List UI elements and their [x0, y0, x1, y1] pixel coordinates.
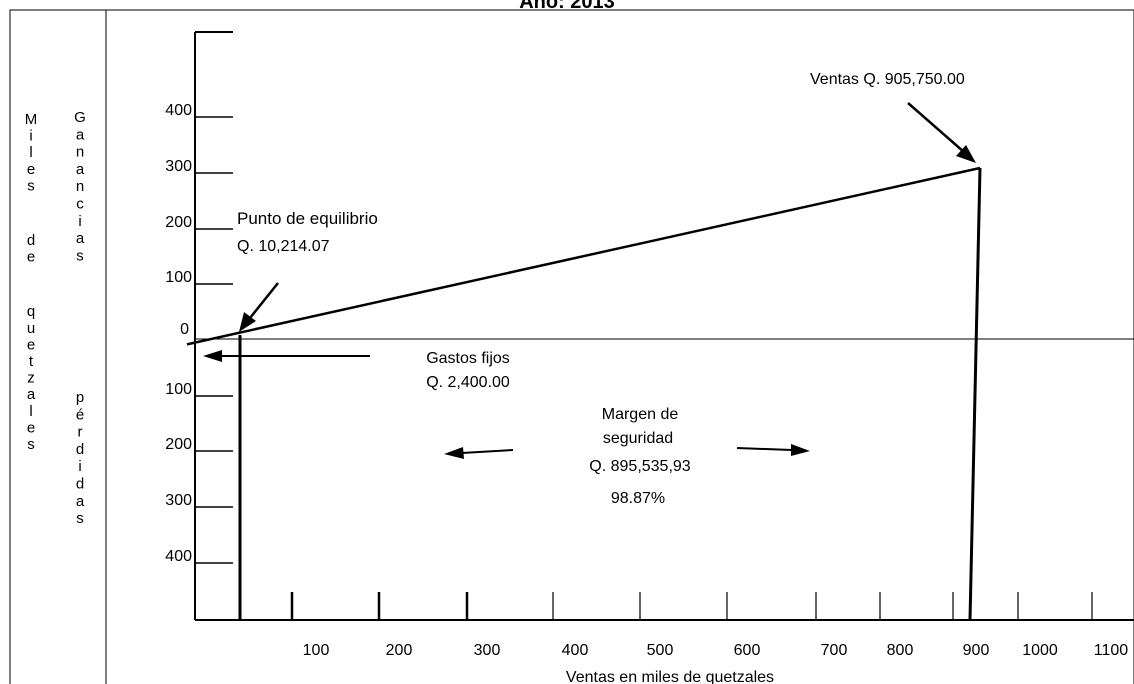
y-axis-label-left-letter: l — [29, 403, 32, 420]
x-tick-label: 1100 — [1094, 642, 1129, 659]
x-tick-label: 700 — [821, 642, 848, 659]
y-axis-label-upper-letter: s — [76, 247, 84, 264]
y-axis-label-left-letter: i — [29, 128, 32, 145]
fixed-costs-value: Q. 2,400.00 — [426, 374, 510, 391]
fixed-costs-arrow — [203, 350, 370, 362]
y-axis-label-upper-letter: a — [76, 230, 85, 247]
y-axis-label-left-letter: e — [27, 336, 35, 353]
break-even-arrow — [239, 282, 279, 332]
y-axis-label-upper-letter: n — [76, 178, 84, 195]
y-tick-label: 400 — [165, 102, 192, 119]
x-tick-label: 300 — [474, 642, 501, 659]
y-tick-label: 400 — [165, 548, 192, 565]
sales-label: Ventas Q. 905,750.00 — [810, 71, 965, 88]
y-axis-label-upper-letter: c — [76, 196, 84, 213]
y-axis-label-lower-letter: s — [76, 510, 84, 527]
y-axis-label-upper-letter: G — [74, 109, 86, 126]
y-axis-label-left-letter: M — [25, 111, 38, 128]
sales-vertical — [968, 167, 982, 621]
x-tick-label: 600 — [734, 642, 761, 659]
y-axis-label-left-letter: e — [27, 419, 35, 436]
safety-margin-line1: Margen de — [602, 406, 679, 423]
x-ticks: 100 200 300 400 500 600 700 800 900 1000 1100 — [290, 592, 1129, 659]
break-even-label: Punto de equilibrio — [237, 209, 378, 228]
x-tick-label: 500 — [647, 642, 674, 659]
y-axis-label-upper-letter: a — [76, 161, 85, 178]
x-tick-label: 200 — [386, 642, 413, 659]
y-tick-label: 100 — [165, 269, 192, 286]
x-axis-label: Ventas en miles de quetzales — [566, 669, 774, 684]
sales-arrow — [907, 102, 976, 163]
y-axis-label-lower-letter: a — [76, 493, 85, 510]
chart-frame — [9, 9, 1134, 684]
fixed-costs-label: Gastos fijos — [426, 350, 510, 367]
x-tick-label: 400 — [562, 642, 589, 659]
y-axis-label-left-letter: s — [27, 177, 35, 194]
x-tick-label: 900 — [963, 642, 990, 659]
y-axis-label-left-letter: s — [27, 436, 35, 453]
sales-line — [186, 166, 981, 346]
y-axis-label-lower-letter: p — [76, 389, 84, 406]
y-axis-label-lower-letter: r — [78, 424, 83, 441]
y-axis-label-upper-letter: i — [78, 213, 81, 230]
x-tick-label: 1000 — [1022, 642, 1058, 659]
y-axis-label-left-letter: q — [27, 303, 35, 320]
y-tick-label: 100 — [165, 381, 192, 398]
y-axis-label-upper-letter: a — [76, 126, 85, 143]
y-axis-label-lower-letter: i — [78, 458, 81, 475]
y-axis-label-left-letter: e — [27, 249, 35, 266]
y-tick-label: 200 — [165, 214, 192, 231]
y-axis-label-left-letter: t — [29, 353, 34, 370]
chart-title: Año: 2013 — [519, 0, 615, 13]
y-axis-label-upper-letter: n — [76, 144, 84, 161]
y-tick-label: 300 — [165, 158, 192, 175]
y-axis-label-left-letter: a — [27, 386, 36, 403]
y-axis-label-left-letter: u — [27, 320, 35, 337]
safety-margin-value: Q. 895,535,93 — [589, 458, 691, 475]
safety-margin-percent: 98.87% — [611, 490, 665, 507]
y-axis-label-lower-letter: é — [76, 406, 84, 423]
safety-margin-left-arrow — [444, 447, 514, 459]
y-ticks: 400 300 200 100 0 100 200 300 400 — [165, 102, 233, 565]
y-axis-label-lower-letter: d — [76, 441, 84, 458]
safety-margin-right-arrow — [736, 444, 810, 456]
safety-margin-line2: seguridad — [603, 430, 673, 447]
y-axis-label-left-letter: l — [29, 144, 32, 161]
y-tick-label: 300 — [165, 492, 192, 509]
y-axis-label-lower-letter: d — [76, 476, 84, 493]
y-axis-label-left-letter: d — [27, 232, 35, 249]
y-axis-label-left-letter: z — [27, 370, 35, 387]
x-tick-label: 800 — [887, 642, 914, 659]
x-tick-label: 100 — [303, 642, 330, 659]
y-tick-label: 0 — [180, 321, 189, 338]
break-even-value: Q. 10,214.07 — [237, 238, 330, 255]
y-axis-label-left-letter: e — [27, 161, 35, 178]
y-tick-label: 200 — [165, 436, 192, 453]
